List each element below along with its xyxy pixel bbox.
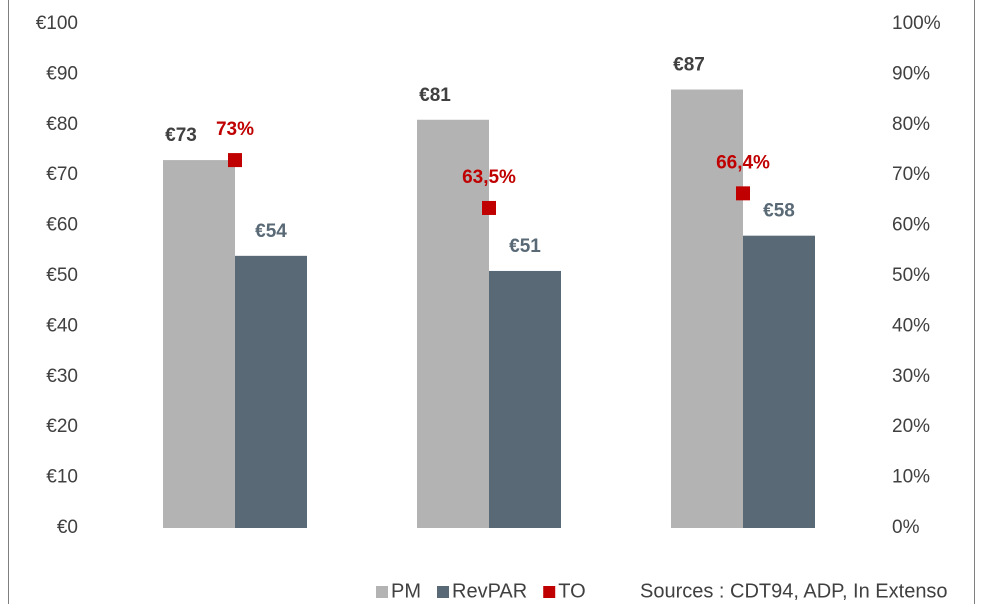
bar [235, 255, 307, 528]
y-tick-label: €30 [46, 366, 78, 387]
value-label: 63,5% [462, 167, 516, 188]
y2-tick-label: 90% [892, 63, 930, 84]
legend-swatch [376, 586, 388, 598]
value-label: €81 [419, 85, 451, 106]
bar [671, 89, 743, 529]
y-tick-label: €40 [46, 315, 78, 336]
y-tick-label: €80 [46, 114, 78, 135]
source: Sources : CDT94, ADP, In Extenso [640, 580, 948, 602]
value-label: €58 [763, 201, 795, 222]
legend-label: PM [391, 580, 421, 602]
bar [489, 270, 561, 528]
marker [736, 186, 750, 201]
value-label: 73% [216, 119, 254, 140]
y2-tick-label: 20% [892, 416, 930, 437]
y-tick-label: €60 [46, 215, 78, 236]
legend-swatch [543, 586, 556, 598]
y-tick-label: €100 [36, 13, 78, 34]
value-label: €54 [255, 221, 287, 242]
bar [743, 235, 815, 528]
y2-tick-label: 80% [892, 114, 930, 135]
y2-tick-label: 30% [892, 366, 930, 387]
value-label: €73 [165, 125, 197, 146]
y-tick-label: €90 [46, 63, 78, 84]
bar [417, 119, 489, 528]
y-tick-label: €10 [46, 467, 78, 488]
y-tick-label: €50 [46, 265, 78, 286]
y2-tick-label: 40% [892, 315, 930, 336]
value-label: €51 [509, 236, 541, 257]
legend-label: TO [558, 580, 585, 602]
y2-tick-label: 60% [892, 215, 930, 236]
legend-label: RevPAR [452, 580, 527, 602]
legend-swatch [437, 586, 449, 598]
y2-tick-label: 10% [892, 467, 930, 488]
bar [163, 160, 235, 528]
value-label: 66,4% [716, 152, 770, 173]
marker [482, 200, 496, 215]
y-tick-label: €70 [46, 164, 78, 185]
y2-tick-label: 0% [892, 517, 920, 538]
y-tick-label: €0 [57, 517, 78, 538]
y2-tick-label: 100% [892, 13, 941, 34]
y2-tick-label: 50% [892, 265, 930, 286]
y-tick-label: €20 [46, 416, 78, 437]
marker [228, 153, 242, 168]
y2-tick-label: 70% [892, 164, 930, 185]
chart-border [8, 0, 975, 604]
value-label: €87 [673, 55, 705, 76]
